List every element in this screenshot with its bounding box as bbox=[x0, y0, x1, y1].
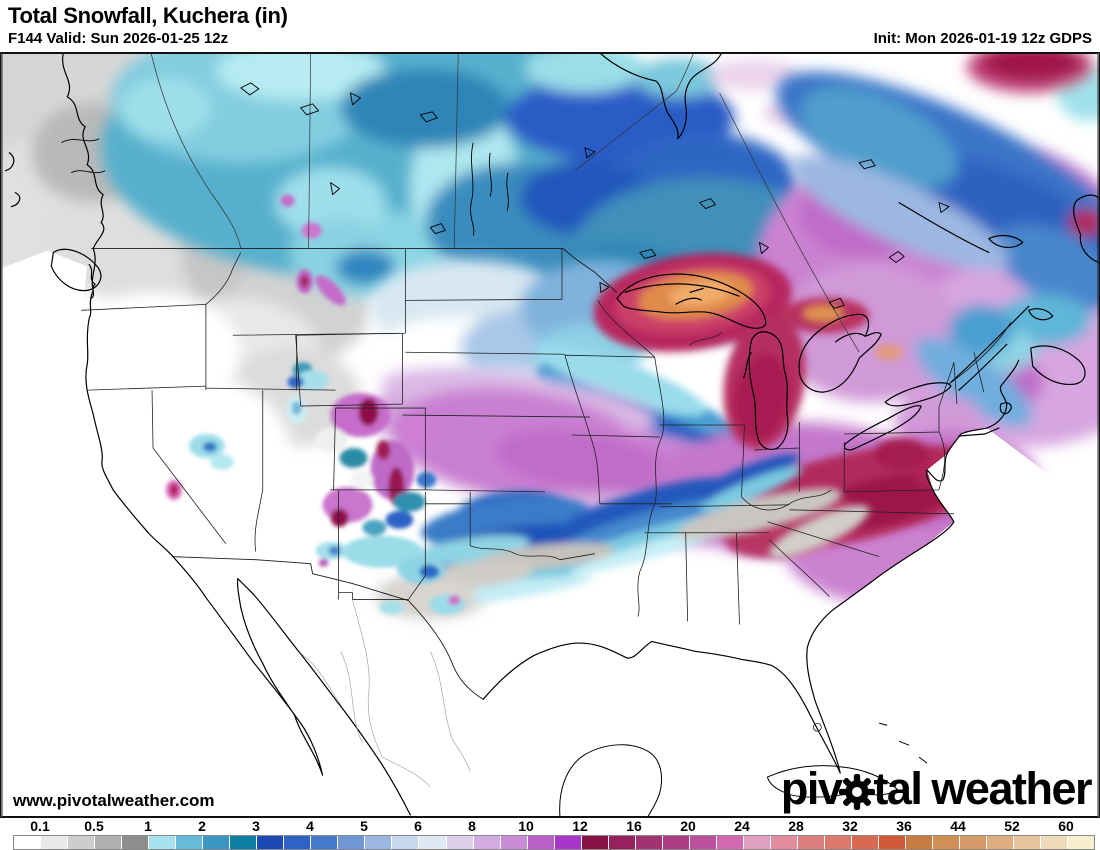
init-time-label: Init: Mon 2026-01-19 12z GDPS bbox=[873, 30, 1092, 47]
colorbar-cell bbox=[905, 836, 933, 849]
colorbar-tick-label: 4 bbox=[306, 818, 314, 834]
colorbar-tick-label: 24 bbox=[734, 818, 750, 834]
logo-text-weather: weather bbox=[931, 763, 1092, 814]
colorbar-cell bbox=[94, 836, 122, 849]
colorbar-cell bbox=[418, 836, 446, 849]
gear-icon bbox=[839, 774, 876, 810]
colorbar-cell bbox=[742, 836, 770, 849]
colorbar-cells bbox=[13, 835, 1095, 850]
colorbar-cell bbox=[634, 836, 662, 849]
colorbar-cell bbox=[283, 836, 311, 849]
colorbar-cell bbox=[337, 836, 365, 849]
colorbar-tick-label: 1 bbox=[144, 818, 152, 834]
website-url: www.pivotalweather.com bbox=[13, 791, 215, 810]
colorbar-cell bbox=[796, 836, 824, 849]
colorbar-cell bbox=[202, 836, 230, 849]
colorbar-tick-label: 2 bbox=[198, 818, 206, 834]
colorbar-tick-label: 5 bbox=[360, 818, 368, 834]
colorbar-cell bbox=[607, 836, 635, 849]
forecast-map: www.pivotalweather.com piv tal weather bbox=[0, 52, 1100, 818]
colorbar-cell bbox=[310, 836, 338, 849]
colorbar-cell bbox=[823, 836, 851, 849]
colorbar-tick-label: 0.5 bbox=[84, 818, 104, 834]
colorbar-cell bbox=[769, 836, 797, 849]
colorbar-cell bbox=[364, 836, 392, 849]
colorbar-cell bbox=[175, 836, 203, 849]
valid-time-label: F144 Valid: Sun 2026-01-25 12z bbox=[8, 30, 229, 47]
colorbar-cell bbox=[472, 836, 500, 849]
colorbar-cell bbox=[391, 836, 419, 849]
colorbar-cell bbox=[688, 836, 716, 849]
colorbar-cell bbox=[40, 836, 68, 849]
colorbar-cell bbox=[1067, 836, 1095, 849]
colorbar-tick-label: 16 bbox=[626, 818, 642, 834]
colorbar-cell bbox=[256, 836, 284, 849]
colorbar-cell bbox=[1040, 836, 1068, 849]
logo-text-piv: piv bbox=[780, 763, 843, 814]
colorbar-tick-label: 60 bbox=[1058, 818, 1074, 834]
colorbar-cell bbox=[229, 836, 257, 849]
snowfall-map-graphic bbox=[1, 53, 1099, 817]
colorbar-cell bbox=[661, 836, 689, 849]
colorbar-cell bbox=[959, 836, 987, 849]
colorbar-tick-label: 32 bbox=[842, 818, 858, 834]
colorbar-cell bbox=[67, 836, 95, 849]
colorbar-cell bbox=[986, 836, 1014, 849]
colorbar-cell bbox=[850, 836, 878, 849]
colorbar-cell bbox=[499, 836, 527, 849]
colorbar-cell bbox=[932, 836, 960, 849]
colorbar-tick-label: 12 bbox=[572, 818, 588, 834]
colorbar-tick-label: 20 bbox=[680, 818, 696, 834]
colorbar-labels: 0.1 0.5 1 2 3 4 5 6 8 10 12 16 20 24 28 32 36 44 52 60 bbox=[0, 818, 1100, 835]
pivotal-weather-logo: piv tal weather bbox=[780, 763, 1093, 815]
colorbar-cell bbox=[445, 836, 473, 849]
colorbar-cell bbox=[121, 836, 149, 849]
colorbar-cell bbox=[553, 836, 581, 849]
colorbar-cell bbox=[14, 836, 41, 849]
colorbar-tick-label: 0.1 bbox=[30, 818, 50, 834]
colorbar-tick-label: 52 bbox=[1004, 818, 1020, 834]
colorbar-tick-label: 6 bbox=[414, 818, 422, 834]
colorbar-tick-label: 8 bbox=[468, 818, 476, 834]
colorbar-tick-label: 10 bbox=[518, 818, 534, 834]
colorbar-tick-label: 36 bbox=[896, 818, 912, 834]
colorbar-cell bbox=[148, 836, 176, 849]
header: Total Snowfall, Kuchera (in) F144 Valid:… bbox=[0, 0, 1100, 52]
colorbar-tick-label: 3 bbox=[252, 818, 260, 834]
colorbar-cell bbox=[526, 836, 554, 849]
colorbar-cell bbox=[878, 836, 906, 849]
colorbar-cell bbox=[580, 836, 608, 849]
colorbar-tick-label: 28 bbox=[788, 818, 804, 834]
colorbar-cell bbox=[715, 836, 743, 849]
logo-text-tal: tal bbox=[873, 763, 923, 814]
page-title: Total Snowfall, Kuchera (in) bbox=[8, 3, 288, 28]
colorbar-cell bbox=[1013, 836, 1041, 849]
colorbar-tick-label: 44 bbox=[950, 818, 966, 834]
